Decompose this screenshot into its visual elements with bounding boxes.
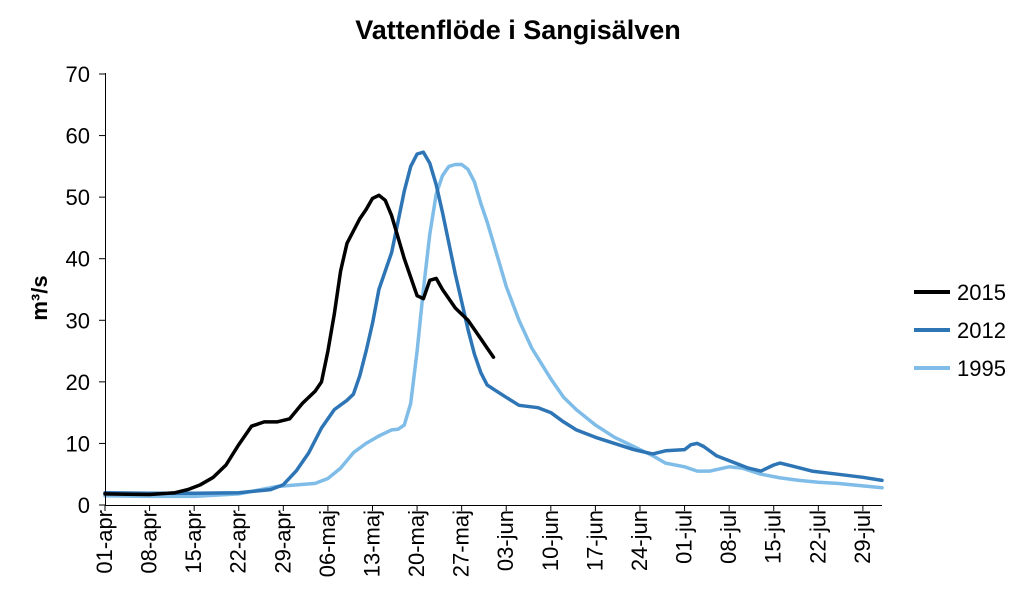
series-line-2012 xyxy=(103,150,884,496)
x-tick-label: 06-maj xyxy=(315,510,340,577)
x-tick-label: 15-apr xyxy=(181,510,206,574)
x-tick-label: 24-jun xyxy=(627,510,652,571)
y-axis-ticks: 0 10 20 30 40 50 60 70 xyxy=(66,62,105,518)
y-tick-label: 50 xyxy=(66,185,90,210)
x-tick-label: 15-jul xyxy=(761,510,786,564)
x-tick-label: 29-apr xyxy=(270,510,295,574)
y-tick-label: 20 xyxy=(66,370,90,395)
y-axis-label: m³/s xyxy=(27,275,52,320)
x-tick-label: 29-jul xyxy=(850,510,875,564)
y-tick-label: 30 xyxy=(66,308,90,333)
x-tick-label: 08-apr xyxy=(137,510,162,574)
x-tick-label: 01-apr xyxy=(92,510,117,574)
chart-title: Vattenflöde i Sangisälven xyxy=(355,15,681,45)
y-tick-label: 40 xyxy=(66,247,90,272)
x-tick-label: 03-jun xyxy=(493,510,518,571)
y-tick-label: 60 xyxy=(66,124,90,149)
legend-label-1995: 1995 xyxy=(957,356,1006,381)
series-line-2015 xyxy=(103,193,496,497)
series-lines xyxy=(103,150,884,499)
x-tick-label: 22-jul xyxy=(805,510,830,564)
x-tick-label: 01-jul xyxy=(672,510,697,564)
x-tick-label: 17-jun xyxy=(582,510,607,571)
y-tick-label: 70 xyxy=(66,62,90,87)
y-tick-label: 10 xyxy=(66,431,90,456)
legend-label-2015: 2015 xyxy=(957,280,1006,305)
x-tick-label: 22-apr xyxy=(226,510,251,574)
x-tick-label: 08-jul xyxy=(716,510,741,564)
legend-label-2012: 2012 xyxy=(957,318,1006,343)
x-axis-ticks: 01-apr 08-apr 15-apr 22-apr 29-apr 06-maj 13-m… xyxy=(92,505,875,577)
x-tick-label: 27-maj xyxy=(449,510,474,577)
x-tick-label: 10-jun xyxy=(538,510,563,571)
legend: 2015 2012 1995 xyxy=(914,280,1006,381)
series-line-1995 xyxy=(103,162,884,499)
y-tick-label: 0 xyxy=(78,493,90,518)
x-tick-label: 20-maj xyxy=(404,510,429,577)
x-tick-label: 13-maj xyxy=(359,510,384,577)
